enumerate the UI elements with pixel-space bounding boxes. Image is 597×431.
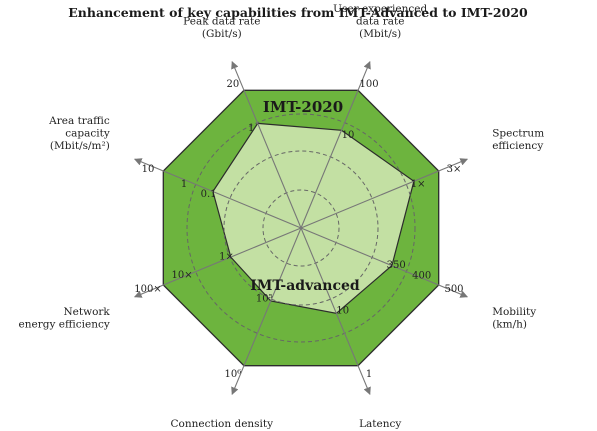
- axis-label-line: Network: [63, 306, 110, 318]
- axis-label-7: Network energy efficiency: [19, 306, 111, 331]
- axis-line-3: [300, 158, 469, 229]
- tick-label-imt-2020: 500: [444, 284, 463, 295]
- axis-line-8: [133, 158, 302, 229]
- tick-label-extra: 10×: [172, 270, 193, 281]
- tick-label-imt-advanced: 1: [248, 123, 254, 134]
- axis-label-line: Mobility: [492, 306, 536, 318]
- tick-label-imt-2020: 1: [366, 369, 372, 380]
- chart-title: Enhancement of key capabilities from IMT…: [68, 5, 528, 20]
- tick-label-imt-advanced: 350: [387, 260, 406, 271]
- axis-label-line: capacity: [65, 127, 110, 139]
- axis-label-2: User experienced data rate (Mbit/s): [333, 3, 427, 40]
- axis-line-6: [231, 227, 302, 396]
- axis-line-2: [300, 60, 371, 229]
- axis-label-line: User experienced: [333, 3, 427, 15]
- tick-label-imt-2020: 100: [360, 79, 379, 90]
- tick-label-imt-advanced: 0.1: [201, 189, 217, 200]
- axis-line-7: [133, 227, 302, 298]
- axis-line-5: [300, 227, 371, 396]
- grid-circle-3: [262, 189, 340, 267]
- tick-label-imt-2020: 100×: [134, 284, 161, 295]
- axis-label-1: Peak data rate (Gbit/s): [183, 15, 260, 40]
- axis-label-line: (km/h): [492, 319, 527, 331]
- axis-label-8: Area traffic capacity (Mbit/s/m²): [48, 115, 110, 152]
- axis-label-line: Area traffic: [48, 115, 110, 127]
- axis-label-line: Peak data rate: [183, 15, 260, 27]
- axis-label-line: Connection density: [171, 418, 274, 430]
- axis-label-line: efficiency: [492, 140, 543, 152]
- axis-label-line: Latency: [359, 418, 401, 430]
- axis-label-6: Connection density(devices/km²): [171, 418, 274, 431]
- tick-label-imt-2020: 20: [227, 79, 240, 90]
- axis-label-5: Latency(ms): [359, 418, 401, 431]
- series-label-imt-advanced: IMT-advanced: [250, 278, 360, 294]
- axis-label-line: (Mbit/s/m²): [50, 140, 110, 152]
- axis-label-line: energy efficiency: [19, 319, 110, 331]
- axis-label-line: Spectrum: [492, 127, 544, 139]
- axis-label-3: Spectrum efficiency: [492, 127, 544, 152]
- grid-circle-2: [223, 150, 379, 306]
- tick-label-extra: 1: [181, 179, 187, 190]
- axis-label-line: (Mbit/s): [359, 28, 401, 40]
- tick-label-imt-2020: 10⁶: [225, 369, 242, 380]
- axis-line-4: [300, 227, 469, 298]
- grid-circle-1: [186, 113, 416, 343]
- tick-label-imt-advanced: 1×: [411, 179, 426, 190]
- axis-label-line: (Gbit/s): [202, 28, 242, 40]
- tick-label-imt-advanced: 10⁵: [256, 293, 273, 304]
- tick-label-extra: 400: [412, 271, 431, 282]
- tick-label-imt-advanced: 10: [342, 130, 355, 141]
- series-label-imt-2020: IMT-2020: [263, 98, 343, 116]
- tick-label-imt-advanced: 10: [336, 306, 349, 317]
- axis-label-4: Mobility (km/h): [492, 306, 536, 331]
- tick-label-imt-advanced: 1×: [219, 252, 234, 263]
- tick-label-imt-2020: 10: [142, 164, 155, 175]
- axis-line-1: [231, 60, 302, 229]
- tick-label-imt-2020: 3×: [447, 164, 462, 175]
- axis-label-line: data rate: [356, 15, 405, 27]
